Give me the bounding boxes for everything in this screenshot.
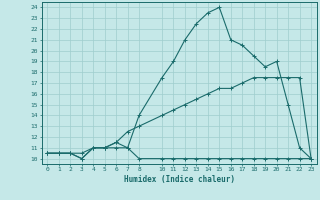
X-axis label: Humidex (Indice chaleur): Humidex (Indice chaleur) [124, 175, 235, 184]
